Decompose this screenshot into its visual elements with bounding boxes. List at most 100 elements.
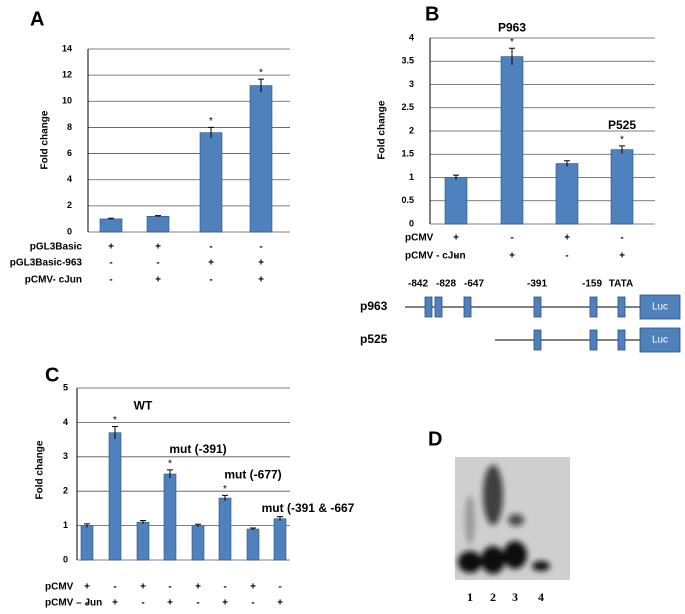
condition-mark: - xyxy=(141,598,144,609)
condition-mark: + xyxy=(112,598,118,609)
y-tick-label: 4 xyxy=(63,417,68,427)
condition-mark: - xyxy=(109,275,112,286)
condition-mark: - xyxy=(259,242,262,253)
panel-letter: A xyxy=(30,8,44,30)
condition-mark: - xyxy=(278,582,281,593)
condition-mark: + xyxy=(509,251,515,262)
site-label: -647 xyxy=(464,279,484,290)
condition-mark: - xyxy=(209,242,212,253)
condition-mark: + xyxy=(619,251,625,262)
y-tick-label: 10 xyxy=(62,96,72,106)
y-tick-label: 5 xyxy=(63,382,68,392)
condition-label: pGL3Basic-963 xyxy=(10,258,83,269)
error-bar xyxy=(222,494,228,501)
reporter-label: Luc xyxy=(652,335,668,346)
condition-mark: - xyxy=(113,582,116,593)
condition-mark: - xyxy=(209,275,212,286)
site-label: TATA xyxy=(609,279,633,290)
y-tick-label: 12 xyxy=(62,70,72,80)
condition-mark: + xyxy=(140,582,146,593)
y-tick-label: 4 xyxy=(409,32,414,42)
condition-label: pCMV- cJun xyxy=(25,275,82,286)
y-tick-label: 14 xyxy=(62,43,72,53)
y-tick-label: 0 xyxy=(409,218,414,228)
bar-annotation: mut (-391) xyxy=(169,442,226,456)
condition-label: pGL3Basic xyxy=(30,242,83,253)
significance-star: * xyxy=(168,459,172,470)
y-tick-label: 0 xyxy=(63,554,68,564)
error-bar xyxy=(84,523,90,528)
promoter-diagram: -842 -828 -647 -391 -159 TATA p963 p525 … xyxy=(360,279,681,353)
significance-star: * xyxy=(259,68,263,79)
bar xyxy=(108,432,122,561)
y-tick-label: 3 xyxy=(409,79,414,89)
condition-mark: + xyxy=(84,582,90,593)
y-tick-label: 2.5 xyxy=(401,102,414,112)
error-bar xyxy=(509,47,515,65)
y-tick-label: 0 xyxy=(67,226,72,236)
error-bar xyxy=(108,217,114,220)
bar-annotation: P525 xyxy=(608,118,636,132)
lane-label: 4 xyxy=(538,590,544,604)
bar xyxy=(199,132,223,233)
gel-bands xyxy=(458,465,550,574)
significance-star: * xyxy=(620,135,624,146)
site-boxes xyxy=(424,294,681,353)
y-tick-label: 2 xyxy=(63,486,68,496)
error-bar xyxy=(208,126,214,138)
significance-star: * xyxy=(113,415,117,426)
error-bar xyxy=(195,523,201,527)
bar xyxy=(249,85,273,233)
condition-mark: + xyxy=(277,598,283,609)
condition-mark: + xyxy=(258,275,264,286)
condition-mark: - xyxy=(156,258,159,269)
y-tick-label: 1 xyxy=(63,520,68,530)
bar xyxy=(555,163,579,225)
error-bar xyxy=(112,426,118,439)
bar-annotation: mut (-677) xyxy=(224,467,281,481)
significance-star: * xyxy=(209,116,213,127)
y-tick-label: 2 xyxy=(67,200,72,210)
condition-mark: - xyxy=(565,251,568,262)
reporter-label: Luc xyxy=(652,302,668,313)
significance-star: * xyxy=(510,37,514,48)
error-bar xyxy=(619,145,625,154)
panel-letter: B xyxy=(425,3,439,25)
condition-label: pCMV xyxy=(405,233,434,244)
condition-mark: + xyxy=(167,598,173,609)
bar-annotation: WT xyxy=(134,399,153,413)
condition-mark: + xyxy=(195,582,201,593)
bar xyxy=(246,528,260,561)
condition-mark: - xyxy=(454,251,457,262)
condition-mark: + xyxy=(155,242,161,253)
bar xyxy=(444,177,468,225)
bar xyxy=(99,218,123,233)
condition-mark: + xyxy=(258,258,264,269)
site-label: -391 xyxy=(527,279,547,290)
condition-mark: + xyxy=(155,275,161,286)
lane-label: 2 xyxy=(490,590,496,604)
construct-label: p525 xyxy=(360,332,388,346)
site-label: -159 xyxy=(582,279,602,290)
error-bar xyxy=(453,174,459,180)
condition-mark: + xyxy=(453,233,459,244)
y-tick-label: 2 xyxy=(409,125,414,135)
site-label: -842 xyxy=(408,279,428,290)
site-label: -828 xyxy=(436,279,456,290)
error-bar xyxy=(167,469,173,479)
bar-annotation: mut (-391 & -667 xyxy=(262,501,355,515)
y-tick-label: 6 xyxy=(67,148,72,158)
y-axis-label: Fold change xyxy=(35,440,46,499)
panel-letter: D xyxy=(428,428,442,450)
panel-letter: C xyxy=(45,364,59,386)
bar xyxy=(136,521,150,561)
bar xyxy=(610,149,634,225)
condition-mark: - xyxy=(251,598,254,609)
bar xyxy=(80,525,94,561)
bar xyxy=(191,525,205,561)
y-tick-label: 8 xyxy=(67,122,72,132)
y-axis-label: Fold change xyxy=(40,110,51,169)
condition-mark: - xyxy=(223,582,226,593)
condition-mark: - xyxy=(510,233,513,244)
